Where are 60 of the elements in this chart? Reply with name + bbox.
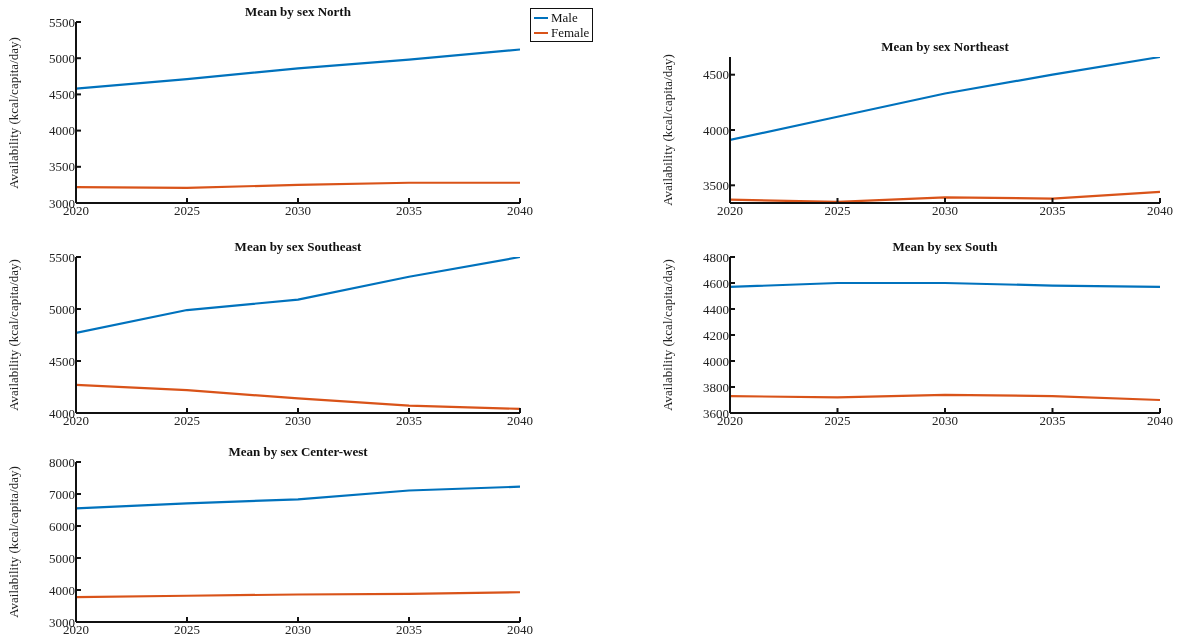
chart-title: Mean by sex Northeast xyxy=(880,39,1010,55)
x-tick-label: 2030 xyxy=(285,622,311,638)
y-tick-label: 4000 xyxy=(703,353,729,369)
y-axis-title: Availability (kcal/capita/day) xyxy=(660,54,676,206)
y-axis-title: Availability (kcal/capita/day) xyxy=(660,259,676,411)
y-tick-label: 5000 xyxy=(49,301,75,317)
y-axis-title: Availability (kcal/capita/day) xyxy=(6,259,22,411)
y-tick-label: 3800 xyxy=(703,379,729,395)
chart-title: Mean by sex South xyxy=(891,239,999,255)
x-tick-label: 2025 xyxy=(174,622,200,638)
y-tick-label: 5000 xyxy=(49,550,75,566)
legend-label: Male xyxy=(551,10,578,25)
x-tick-label: 2035 xyxy=(396,413,422,429)
y-axis-title: Availability (kcal/capita/day) xyxy=(6,466,22,618)
y-tick-label: 4500 xyxy=(49,353,75,369)
x-tick-label: 2025 xyxy=(174,203,200,219)
y-tick-label: 8000 xyxy=(49,454,75,470)
x-tick-label: 2040 xyxy=(507,413,533,429)
y-tick-label: 4000 xyxy=(49,582,75,598)
y-tick-label: 5500 xyxy=(49,14,75,30)
x-tick-label: 2030 xyxy=(932,203,958,219)
x-tick-label: 2035 xyxy=(1039,203,1066,219)
chart-title: Mean by sex Southeast xyxy=(233,239,363,255)
chart-title: Mean by sex North xyxy=(244,4,352,20)
y-tick-label: 4500 xyxy=(703,67,729,83)
y-tick-label: 4000 xyxy=(49,123,75,139)
x-tick-label: 2040 xyxy=(1147,203,1173,219)
y-tick-label: 4000 xyxy=(703,122,729,138)
x-tick-label: 2035 xyxy=(396,203,422,219)
y-tick-label: 4400 xyxy=(703,301,729,317)
y-tick-label: 4800 xyxy=(703,249,729,265)
line-series xyxy=(76,485,520,510)
y-axis-title: Availability (kcal/capita/day) xyxy=(6,36,22,189)
legend-label: Female xyxy=(551,25,590,40)
chart-title: Mean by sex Center-west xyxy=(227,444,369,460)
line-series xyxy=(76,383,520,410)
line-series xyxy=(76,48,520,90)
x-tick-label: 2035 xyxy=(1039,413,1066,429)
y-tick-label: 5500 xyxy=(49,249,75,265)
x-tick-label: 2030 xyxy=(285,203,311,219)
x-tick-label: 2035 xyxy=(396,622,422,638)
x-tick-label: 2020 xyxy=(717,203,743,219)
y-tick-label: 4500 xyxy=(49,87,75,103)
y-tick-label: 6000 xyxy=(49,518,75,534)
x-tick-label: 2025 xyxy=(824,413,851,429)
y-tick-label: 4600 xyxy=(703,275,729,291)
x-tick-label: 2030 xyxy=(932,413,958,429)
x-tick-label: 2030 xyxy=(285,413,311,429)
x-tick-label: 2025 xyxy=(174,413,200,429)
x-tick-label: 2040 xyxy=(507,622,533,638)
line-series xyxy=(76,257,520,335)
y-tick-label: 5000 xyxy=(49,50,75,66)
y-tick-label: 4200 xyxy=(703,327,729,343)
x-tick-label: 2025 xyxy=(824,203,851,219)
y-tick-label: 7000 xyxy=(49,486,75,502)
x-tick-label: 2040 xyxy=(1147,413,1173,429)
line-series xyxy=(730,57,1160,142)
x-tick-label: 2040 xyxy=(507,203,533,219)
y-tick-label: 3500 xyxy=(703,177,729,193)
y-tick-label: 3500 xyxy=(49,159,75,175)
